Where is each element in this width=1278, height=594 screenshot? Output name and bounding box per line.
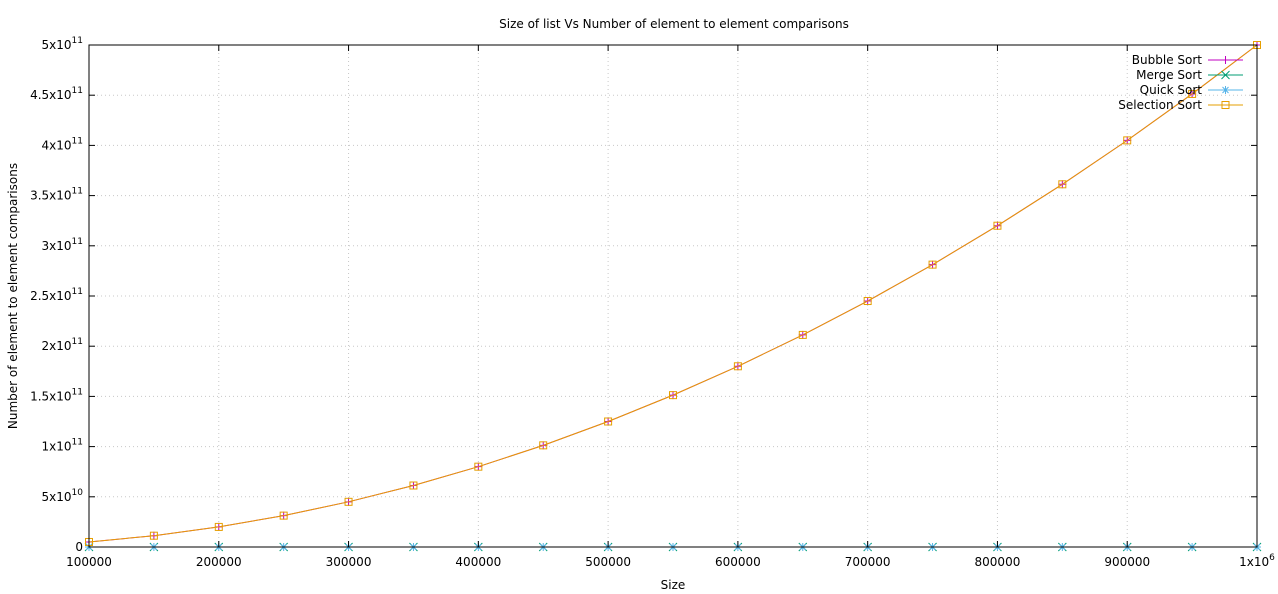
selection-sort-point <box>214 522 223 531</box>
selection-sort-point <box>409 481 418 490</box>
bubble-sort-line <box>88 44 1258 543</box>
legend-item-merge-sort: Merge Sort <box>1136 68 1243 82</box>
y-tick-label: 5x1010 <box>42 488 84 504</box>
legend-item-quick-sort: Quick Sort <box>1140 83 1243 97</box>
legend-marker <box>1221 70 1230 80</box>
legend-label: Bubble Sort <box>1132 53 1202 67</box>
x-tick-label: 900000 <box>1104 555 1150 569</box>
y-axis-label: Number of element to element comparisons <box>6 163 20 429</box>
series-bubble-sort <box>85 41 1261 546</box>
series-selection-sort <box>85 41 1261 546</box>
selection-sort-line <box>88 44 1258 543</box>
y-tick-label: 1.5x1011 <box>30 387 83 403</box>
x-tick-label: 1x106 <box>1239 553 1275 569</box>
chart-title: Size of list Vs Number of element to ele… <box>499 17 849 31</box>
selection-sort-point <box>798 330 807 339</box>
selection-sort-point <box>863 297 872 306</box>
selection-sort-point <box>279 511 288 520</box>
legend-marker <box>1221 101 1230 109</box>
x-tick-label: 700000 <box>845 555 891 569</box>
x-tick-label: 300000 <box>326 555 372 569</box>
selection-sort-point <box>344 497 353 506</box>
y-tick-label: 2.5x1011 <box>30 287 83 303</box>
legend-label: Selection Sort <box>1118 98 1202 112</box>
x-tick-label: 100000 <box>66 555 112 569</box>
y-tick-label: 4.5x1011 <box>30 86 83 102</box>
x-tick-label: 600000 <box>715 555 761 569</box>
x-axis-ticks: 100000 200000 300000 400000 500000 600000 7000… <box>66 45 1275 569</box>
y-tick-label: 1x1011 <box>42 438 83 454</box>
selection-sort-point <box>474 462 483 471</box>
y-tick-label: 0 <box>75 540 83 554</box>
legend-item-bubble-sort: Bubble Sort <box>1132 53 1243 67</box>
legend-marker <box>1221 86 1230 94</box>
legend-label: Quick Sort <box>1140 83 1203 97</box>
selection-sort-point <box>149 531 158 540</box>
y-tick-label: 3x1011 <box>42 237 83 253</box>
y-axis-ticks: 0 5x1010 1x1011 1.5x1011 2x1011 2.5x1011 3x101… <box>30 36 1257 554</box>
legend-marker <box>1221 56 1230 64</box>
selection-sort-point <box>928 260 937 269</box>
selection-sort-point <box>733 362 742 371</box>
selection-sort-point <box>1058 180 1067 189</box>
x-tick-label: 400000 <box>455 555 501 569</box>
legend-label: Merge Sort <box>1136 68 1202 82</box>
x-tick-label: 500000 <box>585 555 631 569</box>
selection-sort-point <box>604 417 613 426</box>
y-tick-label: 3.5x1011 <box>30 187 83 203</box>
legend-item-selection-sort: Selection Sort <box>1118 98 1243 112</box>
y-tick-label: 4x1011 <box>42 136 83 152</box>
selection-sort-point <box>669 391 677 400</box>
selection-sort-point <box>993 221 1002 230</box>
selection-sort-point <box>1188 89 1197 98</box>
selection-sort-point <box>539 441 548 450</box>
selection-sort-point <box>1123 136 1132 145</box>
x-tick-label: 800000 <box>975 555 1021 569</box>
grid-lines <box>89 45 1257 547</box>
y-tick-label: 2x1011 <box>42 337 83 353</box>
y-tick-label: 5x1011 <box>42 36 83 52</box>
x-axis-label: Size <box>661 578 686 592</box>
x-tick-label: 200000 <box>196 555 242 569</box>
